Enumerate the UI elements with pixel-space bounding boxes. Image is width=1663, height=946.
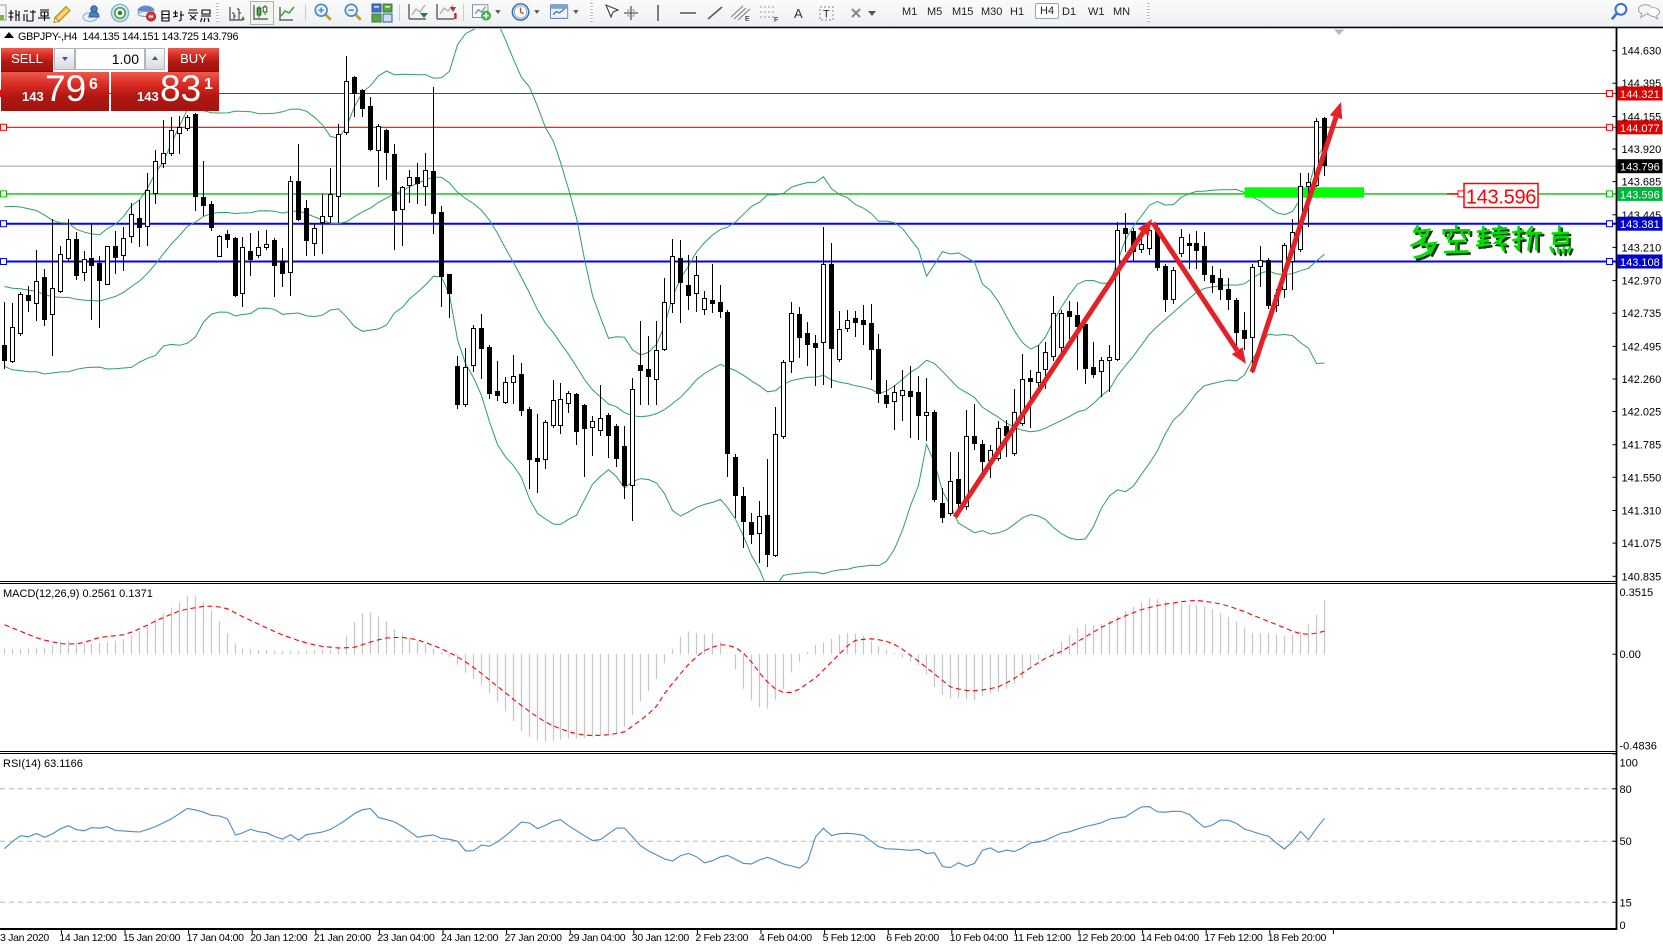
- svg-text:143.381: 143.381: [1620, 219, 1660, 231]
- svg-text:142.970: 142.970: [1622, 276, 1662, 288]
- svg-text:143.596: 143.596: [1620, 189, 1660, 201]
- svg-text:18 Feb 20:00: 18 Feb 20:00: [1268, 932, 1327, 944]
- svg-text:12 Feb 20:00: 12 Feb 20:00: [1077, 932, 1136, 944]
- svg-text:100: 100: [1620, 758, 1638, 770]
- svg-text:142.735: 142.735: [1622, 308, 1662, 320]
- svg-text:23 Jan 04:00: 23 Jan 04:00: [377, 932, 435, 944]
- svg-text:143.108: 143.108: [1620, 257, 1660, 269]
- svg-text:144.321: 144.321: [1620, 89, 1660, 101]
- svg-text:5 Feb 12:00: 5 Feb 12:00: [823, 932, 876, 944]
- svg-text:141.785: 141.785: [1622, 440, 1662, 452]
- svg-text:MACD(12,26,9) 0.2561 0.1371: MACD(12,26,9) 0.2561 0.1371: [3, 588, 153, 600]
- svg-text:80: 80: [1620, 784, 1632, 796]
- svg-text:144.630: 144.630: [1622, 46, 1662, 58]
- svg-text:14 Jan 12:00: 14 Jan 12:00: [59, 932, 117, 944]
- svg-text:T: T: [823, 9, 830, 21]
- svg-text:0.00: 0.00: [1620, 649, 1641, 661]
- svg-text:142.025: 142.025: [1622, 407, 1662, 419]
- svg-text:20 Jan 12:00: 20 Jan 12:00: [250, 932, 308, 944]
- svg-text:30 Jan 12:00: 30 Jan 12:00: [632, 932, 690, 944]
- svg-text:143.685: 143.685: [1622, 177, 1662, 189]
- svg-text:2 Feb 23:00: 2 Feb 23:00: [695, 932, 748, 944]
- svg-text:144.077: 144.077: [1620, 123, 1660, 135]
- svg-text:17 Jan 04:00: 17 Jan 04:00: [187, 932, 245, 944]
- svg-text:141.550: 141.550: [1622, 472, 1662, 484]
- svg-text:15: 15: [1620, 897, 1632, 909]
- svg-text:143.920: 143.920: [1622, 144, 1662, 156]
- svg-text:0: 0: [1620, 920, 1626, 932]
- svg-text:140.835: 140.835: [1622, 571, 1662, 583]
- svg-text:E: E: [745, 16, 750, 23]
- svg-text:3 Jan 2020: 3 Jan 2020: [0, 932, 49, 944]
- svg-text:11 Feb 12:00: 11 Feb 12:00: [1013, 932, 1071, 944]
- svg-text:24 Jan 12:00: 24 Jan 12:00: [441, 932, 499, 944]
- svg-text:142.260: 142.260: [1622, 374, 1662, 386]
- svg-text:141.075: 141.075: [1622, 538, 1662, 550]
- svg-text:4 Feb 04:00: 4 Feb 04:00: [759, 932, 812, 944]
- svg-text:27 Jan 20:00: 27 Jan 20:00: [505, 932, 563, 944]
- svg-text:14 Feb 04:00: 14 Feb 04:00: [1141, 932, 1200, 944]
- svg-text:15 Jan 20:00: 15 Jan 20:00: [123, 932, 181, 944]
- svg-text:142.495: 142.495: [1622, 341, 1662, 353]
- svg-text:A: A: [794, 6, 803, 21]
- svg-text:10 Feb 04:00: 10 Feb 04:00: [950, 932, 1009, 944]
- svg-text:RSI(14) 63.1166: RSI(14) 63.1166: [3, 758, 83, 770]
- svg-text:21 Jan 20:00: 21 Jan 20:00: [314, 932, 372, 944]
- svg-text:GBPJPY-,H4 144.135 144.151 14: GBPJPY-,H4 144.135 144.151 143.725 143.7…: [18, 31, 239, 43]
- svg-text:143.596: 143.596: [1466, 187, 1536, 209]
- svg-text:F: F: [774, 17, 778, 23]
- svg-text:17 Feb 12:00: 17 Feb 12:00: [1204, 932, 1263, 944]
- svg-text:29 Jan 04:00: 29 Jan 04:00: [568, 932, 626, 944]
- svg-text:0.3515: 0.3515: [1620, 587, 1654, 599]
- svg-text:-0.4836: -0.4836: [1620, 741, 1657, 753]
- svg-text:141.310: 141.310: [1622, 506, 1662, 518]
- svg-text:143.210: 143.210: [1622, 242, 1662, 254]
- svg-text:143.796: 143.796: [1620, 162, 1660, 174]
- svg-text:50: 50: [1620, 836, 1632, 848]
- svg-text:6 Feb 20:00: 6 Feb 20:00: [886, 932, 939, 944]
